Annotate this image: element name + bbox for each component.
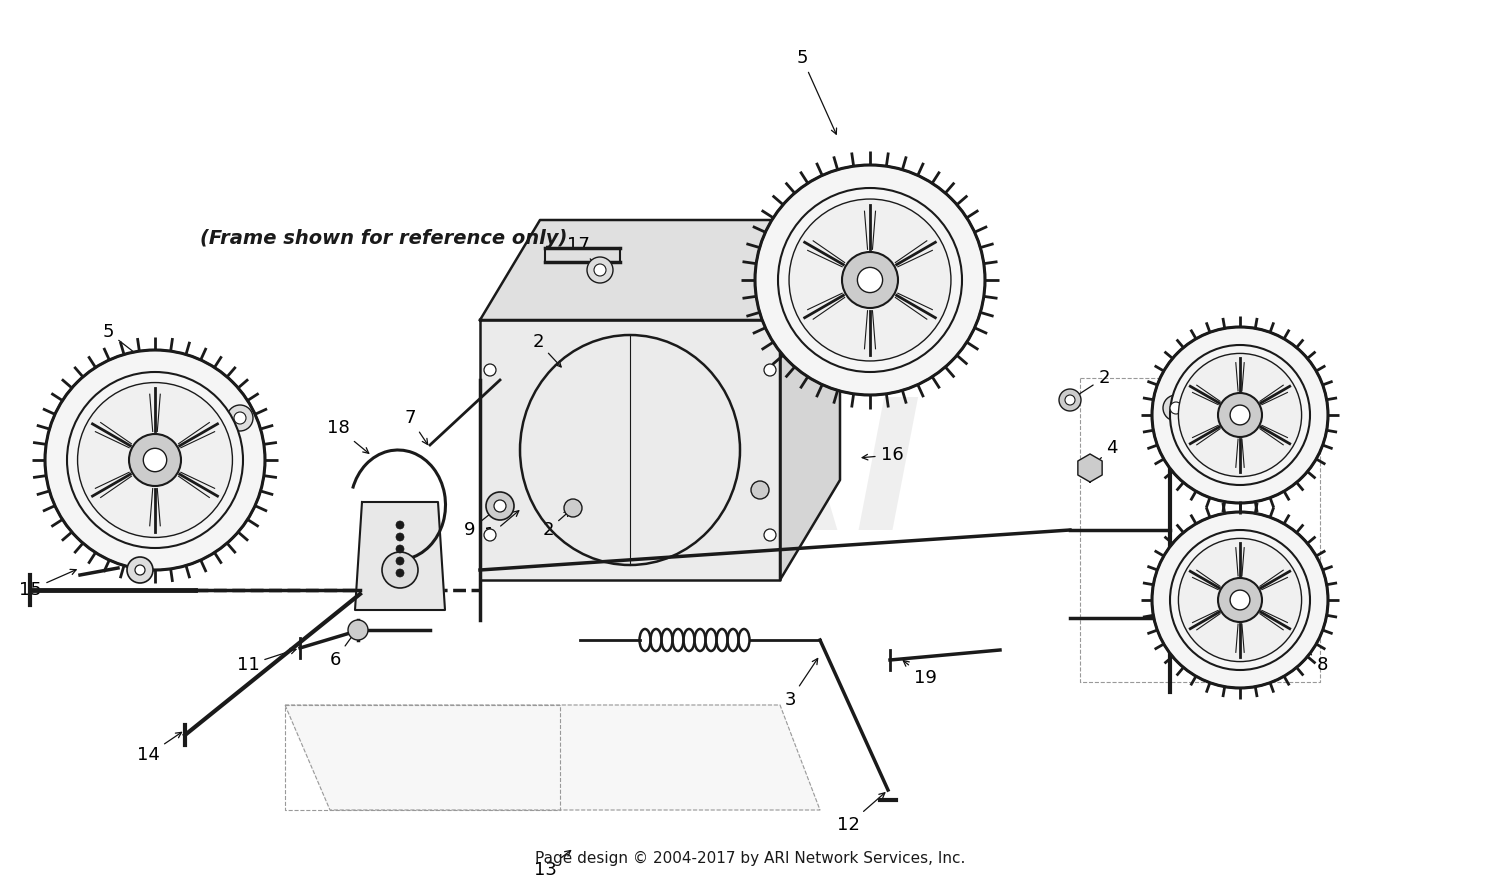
Text: 14: 14: [136, 732, 182, 764]
Circle shape: [78, 382, 232, 538]
Circle shape: [1152, 512, 1328, 688]
Circle shape: [484, 529, 496, 541]
Circle shape: [396, 557, 404, 565]
Circle shape: [1230, 405, 1250, 425]
Text: 11: 11: [237, 648, 296, 674]
Text: 17: 17: [567, 236, 597, 267]
Text: 2: 2: [543, 510, 570, 539]
Circle shape: [1059, 389, 1082, 411]
Text: ARI: ARI: [578, 392, 922, 568]
Polygon shape: [356, 502, 446, 610]
Circle shape: [135, 565, 146, 575]
Circle shape: [129, 434, 182, 486]
Circle shape: [382, 552, 418, 588]
Circle shape: [858, 268, 882, 292]
Circle shape: [778, 188, 962, 372]
Circle shape: [484, 364, 496, 376]
Text: (Frame shown for reference only): (Frame shown for reference only): [200, 229, 567, 247]
Text: 15: 15: [18, 570, 76, 599]
Circle shape: [842, 252, 898, 308]
Circle shape: [789, 199, 951, 361]
Text: 17: 17: [1179, 379, 1216, 405]
Circle shape: [1170, 530, 1310, 670]
Polygon shape: [480, 220, 840, 320]
Circle shape: [396, 533, 404, 541]
Circle shape: [564, 499, 582, 517]
Circle shape: [128, 557, 153, 583]
Text: 13: 13: [534, 850, 570, 879]
Circle shape: [834, 294, 846, 306]
Text: 10: 10: [46, 466, 144, 485]
Text: Page design © 2004-2017 by ARI Network Services, Inc.: Page design © 2004-2017 by ARI Network S…: [536, 850, 964, 865]
Circle shape: [1218, 393, 1261, 437]
Polygon shape: [1078, 454, 1102, 482]
Circle shape: [824, 233, 833, 243]
Polygon shape: [480, 320, 780, 580]
Circle shape: [45, 350, 266, 570]
Text: 7: 7: [405, 409, 427, 444]
Text: 12: 12: [837, 793, 885, 834]
Text: 18: 18: [327, 419, 369, 453]
Circle shape: [1162, 395, 1190, 421]
Circle shape: [1218, 578, 1261, 622]
Circle shape: [594, 264, 606, 276]
Text: 8: 8: [873, 176, 906, 209]
Circle shape: [1152, 327, 1328, 503]
Circle shape: [1170, 402, 1182, 414]
Text: 8: 8: [142, 369, 177, 402]
Text: 2: 2: [1074, 369, 1110, 397]
Circle shape: [1065, 395, 1076, 405]
Text: 17: 17: [196, 389, 237, 416]
Circle shape: [764, 529, 776, 541]
Circle shape: [68, 372, 243, 548]
Circle shape: [1170, 345, 1310, 485]
Circle shape: [586, 257, 613, 283]
Circle shape: [348, 620, 368, 640]
Circle shape: [754, 165, 986, 395]
Polygon shape: [285, 705, 821, 810]
Circle shape: [396, 569, 404, 577]
Text: 5: 5: [102, 323, 153, 367]
Text: 2: 2: [831, 203, 876, 236]
Circle shape: [396, 545, 404, 553]
Circle shape: [818, 227, 839, 249]
Text: 4: 4: [1094, 439, 1118, 465]
Text: 19: 19: [903, 660, 936, 687]
Text: 6: 6: [330, 631, 356, 669]
Circle shape: [1179, 539, 1302, 661]
Circle shape: [234, 412, 246, 424]
Text: 2: 2: [532, 333, 561, 367]
Circle shape: [764, 364, 776, 376]
Text: 5: 5: [796, 49, 837, 134]
Text: 8: 8: [1293, 637, 1328, 674]
Circle shape: [494, 500, 506, 512]
Circle shape: [144, 449, 166, 472]
Text: 16: 16: [862, 446, 903, 464]
Text: 3: 3: [784, 659, 818, 709]
Circle shape: [1230, 590, 1250, 610]
Text: 9: 9: [465, 509, 496, 539]
Circle shape: [396, 521, 404, 529]
Polygon shape: [780, 220, 840, 580]
Text: 1: 1: [484, 510, 519, 544]
Circle shape: [752, 481, 770, 499]
Circle shape: [1179, 353, 1302, 477]
Circle shape: [486, 492, 514, 520]
Circle shape: [226, 405, 254, 431]
